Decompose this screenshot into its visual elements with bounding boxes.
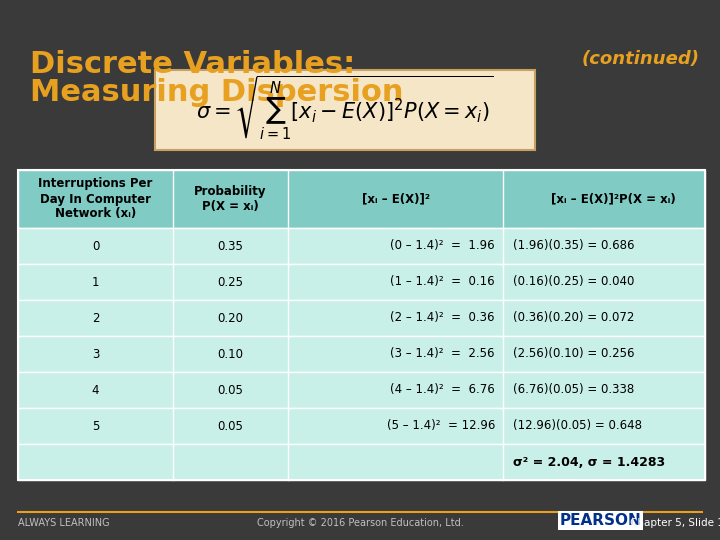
- Text: 2: 2: [91, 312, 99, 325]
- Text: (0.16)(0.25) = 0.040: (0.16)(0.25) = 0.040: [513, 275, 634, 288]
- Text: Chapter 5, Slide 10: Chapter 5, Slide 10: [630, 518, 720, 528]
- FancyBboxPatch shape: [18, 408, 705, 444]
- Text: PEARSON: PEARSON: [560, 513, 642, 528]
- Text: [xᵢ – E(X)]²P(X = xᵢ): [xᵢ – E(X)]²P(X = xᵢ): [551, 192, 675, 206]
- Text: (12.96)(0.05) = 0.648: (12.96)(0.05) = 0.648: [513, 420, 642, 433]
- Text: 0.35: 0.35: [217, 240, 243, 253]
- FancyBboxPatch shape: [18, 228, 705, 264]
- Text: (2.56)(0.10) = 0.256: (2.56)(0.10) = 0.256: [513, 348, 634, 361]
- Text: 0.20: 0.20: [217, 312, 243, 325]
- FancyBboxPatch shape: [18, 170, 705, 228]
- FancyBboxPatch shape: [18, 264, 705, 300]
- Text: 0.05: 0.05: [217, 420, 243, 433]
- Text: 0.05: 0.05: [217, 383, 243, 396]
- FancyBboxPatch shape: [18, 300, 705, 336]
- Text: (0 – 1.4)²  =  1.96: (0 – 1.4)² = 1.96: [390, 240, 495, 253]
- Text: ALWAYS LEARNING: ALWAYS LEARNING: [18, 518, 109, 528]
- FancyBboxPatch shape: [18, 336, 705, 372]
- FancyBboxPatch shape: [18, 372, 705, 408]
- FancyBboxPatch shape: [155, 70, 535, 150]
- Text: Copyright © 2016 Pearson Education, Ltd.: Copyright © 2016 Pearson Education, Ltd.: [256, 518, 464, 528]
- Text: Interruptions Per
Day In Computer
Network (xᵢ): Interruptions Per Day In Computer Networ…: [38, 178, 153, 220]
- Text: 0: 0: [92, 240, 99, 253]
- Text: (3 – 1.4)²  =  2.56: (3 – 1.4)² = 2.56: [390, 348, 495, 361]
- Text: (continued): (continued): [582, 50, 700, 68]
- Text: Discrete Variables:: Discrete Variables:: [30, 50, 355, 79]
- Text: 3: 3: [92, 348, 99, 361]
- Text: 1: 1: [91, 275, 99, 288]
- Text: 0.25: 0.25: [217, 275, 243, 288]
- Text: σ² = 2.04, σ = 1.4283: σ² = 2.04, σ = 1.4283: [513, 456, 665, 469]
- Text: (4 – 1.4)²  =  6.76: (4 – 1.4)² = 6.76: [390, 383, 495, 396]
- Text: Measuring Dispersion: Measuring Dispersion: [30, 78, 403, 107]
- Text: Probability
P(X = xᵢ): Probability P(X = xᵢ): [194, 185, 266, 213]
- Text: 0.10: 0.10: [217, 348, 243, 361]
- Text: 4: 4: [91, 383, 99, 396]
- Text: (1 – 1.4)²  =  0.16: (1 – 1.4)² = 0.16: [390, 275, 495, 288]
- FancyBboxPatch shape: [18, 444, 705, 480]
- Text: 5: 5: [92, 420, 99, 433]
- Text: (6.76)(0.05) = 0.338: (6.76)(0.05) = 0.338: [513, 383, 634, 396]
- Text: (2 – 1.4)²  =  0.36: (2 – 1.4)² = 0.36: [390, 312, 495, 325]
- Text: (5 – 1.4)²  = 12.96: (5 – 1.4)² = 12.96: [387, 420, 495, 433]
- Text: (0.36)(0.20) = 0.072: (0.36)(0.20) = 0.072: [513, 312, 634, 325]
- Text: $\sigma = \sqrt{\sum_{i=1}^{N}[x_i - E(X)]^2 P(X = x_i)}$: $\sigma = \sqrt{\sum_{i=1}^{N}[x_i - E(X…: [196, 73, 494, 143]
- Text: (1.96)(0.35) = 0.686: (1.96)(0.35) = 0.686: [513, 240, 634, 253]
- Text: [xᵢ – E(X)]²: [xᵢ – E(X)]²: [361, 192, 430, 206]
